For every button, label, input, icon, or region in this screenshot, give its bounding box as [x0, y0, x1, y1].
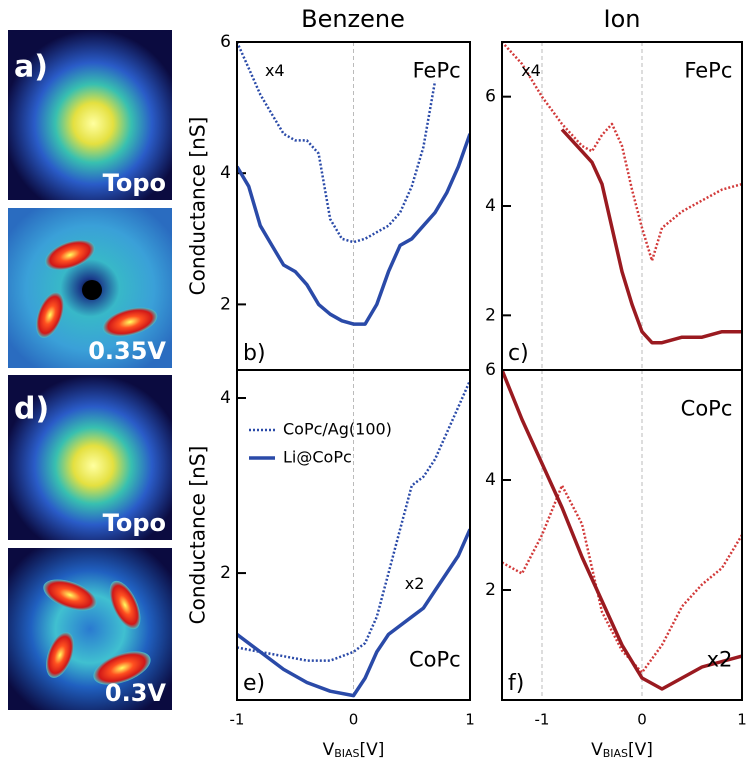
data-line — [502, 370, 742, 691]
image-caption: Topo — [103, 509, 166, 537]
y-tick-label: 2 — [485, 305, 496, 325]
x-axis-label-part: BIAS — [603, 747, 628, 760]
y-tick-label: 6 — [220, 32, 231, 52]
panel-label: f) — [508, 671, 524, 696]
data-line — [502, 42, 742, 262]
y-tick-label: 6 — [485, 87, 496, 107]
legend-label: CoPc/Ag(100) — [283, 420, 392, 439]
x-tick-label: 1 — [737, 711, 747, 729]
x-tick-label: 1 — [465, 711, 475, 729]
image-caption: 0.35V — [88, 337, 166, 365]
x-tick-label: 0 — [637, 711, 647, 729]
y-tick-label: 4 — [220, 388, 231, 408]
panel-frame — [501, 369, 743, 701]
annotation: CoPc — [681, 397, 733, 421]
column-title: Ion — [604, 5, 641, 33]
stm-image: a) Topo — [8, 30, 172, 200]
stm-image: 0.35V — [8, 208, 172, 368]
x-axis-label-part: [V] — [628, 740, 653, 760]
image-label: a) — [14, 50, 48, 85]
data-line — [237, 379, 470, 662]
x-tick-label: -1 — [535, 711, 550, 729]
x-tick-label: -1 — [230, 711, 245, 729]
panel-label: b) — [243, 341, 266, 366]
y-axis-label: Conductance [nS] — [186, 446, 210, 625]
panel-label: e) — [243, 671, 265, 696]
image-caption: 0.3V — [105, 679, 167, 707]
stm-image: 0.3V — [8, 548, 172, 710]
x-axis-label: VBIAS[V] — [591, 740, 653, 760]
y-tick-label: 4 — [485, 196, 496, 216]
y-tick-label: 2 — [220, 563, 231, 583]
y-tick-label: 4 — [220, 163, 231, 183]
panel-label: c) — [508, 341, 529, 366]
data-line — [560, 128, 742, 345]
data-line — [237, 42, 437, 244]
image-caption: Topo — [103, 169, 166, 197]
x-axis-label-part: [V] — [360, 740, 385, 760]
data-line — [502, 484, 742, 674]
image-label: d) — [14, 392, 49, 427]
x-axis-label: VBIAS[V] — [323, 740, 385, 760]
data-line — [237, 133, 470, 326]
annotation: FePc — [684, 59, 732, 83]
y-axis-label: Conductance [nS] — [186, 117, 210, 296]
annotation: FePc — [413, 59, 461, 83]
y-tick-label: 4 — [485, 470, 496, 490]
x-axis-label-part: V — [323, 740, 335, 760]
x-axis-label-part: BIAS — [334, 747, 359, 760]
annotation: CoPc — [409, 647, 461, 671]
legend-label: Li@CoPc — [283, 448, 352, 467]
column-title: Benzene — [301, 5, 405, 33]
annotation: x2 — [707, 647, 733, 671]
y-tick-label: 2 — [220, 294, 231, 314]
annotation: x4 — [265, 61, 285, 80]
y-tick-label: 2 — [485, 580, 496, 600]
panel-frame — [236, 369, 471, 701]
data-line — [237, 528, 470, 698]
stm-image: d) Topo — [8, 375, 172, 540]
annotation: x4 — [521, 61, 541, 80]
y-tick-label: 6 — [485, 360, 496, 380]
x-tick-label: 0 — [349, 711, 359, 729]
annotation: x2 — [405, 574, 425, 593]
x-axis-label-part: V — [591, 740, 603, 760]
